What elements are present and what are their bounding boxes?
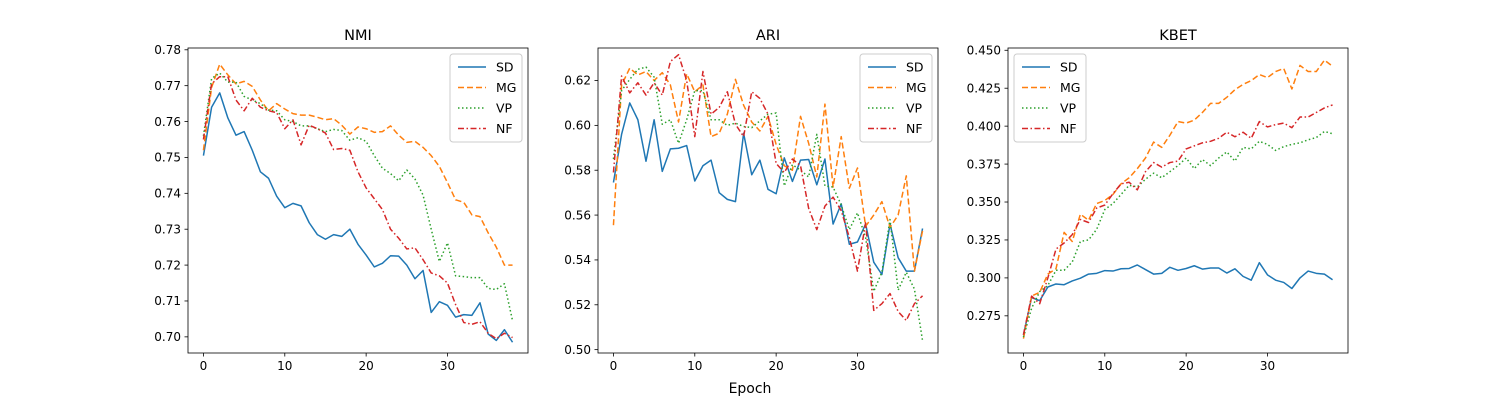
nmi-y-tick-label: 0.77 xyxy=(154,79,181,93)
ari-y-tick-label: 0.50 xyxy=(564,343,591,357)
ari-y-tick-label: 0.58 xyxy=(564,163,591,177)
nmi-series-mg-line xyxy=(202,63,513,266)
ari-chart-title: ARI xyxy=(756,28,780,44)
nmi-legend-label-vp: VP xyxy=(496,101,513,116)
kbet-y-tick-label: 0.275 xyxy=(967,309,1001,323)
kbet-legend-label-vp: VP xyxy=(1060,101,1077,116)
kbet-y-tick-label: 0.450 xyxy=(967,43,1001,57)
ari-series-nf-line xyxy=(612,53,924,322)
ari-legend-box xyxy=(859,53,933,143)
ari-series-sd-line xyxy=(612,102,924,276)
ari-legend: SD MG VP NF xyxy=(859,53,933,143)
ari-x-tick-label: 30 xyxy=(850,359,865,373)
ari-x-tick-label: 20 xyxy=(768,359,783,373)
nmi-y-tick-label: 0.72 xyxy=(154,258,181,272)
kbet-legend-label-nf: NF xyxy=(1060,121,1077,136)
nmi-x-tick-label: 20 xyxy=(358,359,373,373)
kbet-series-mg-line xyxy=(1022,59,1333,339)
nmi-series-nf-line xyxy=(202,75,513,340)
ari-x-tick-label: 10 xyxy=(687,359,702,373)
kbet-y-tick-label: 0.350 xyxy=(967,195,1001,209)
ari-legend-label-mg: MG xyxy=(906,80,926,95)
ari-y-tick-label: 0.60 xyxy=(564,119,591,133)
ari-chart-panel: ARI 0 10 20 30 0.50 0.52 0.54 0.56 0.58 0.60 0.62 SD… xyxy=(564,28,939,373)
ari-legend-label-nf: NF xyxy=(906,121,923,136)
ari-y-tick-label: 0.54 xyxy=(564,253,591,267)
ari-legend-label-sd: SD xyxy=(906,60,924,75)
ari-y-tick-label: 0.56 xyxy=(564,208,591,222)
nmi-x-tick-label: 10 xyxy=(277,359,292,373)
kbet-legend-label-sd: SD xyxy=(1060,60,1078,75)
kbet-y-tick-label: 0.400 xyxy=(967,119,1001,133)
nmi-y-tick-label: 0.74 xyxy=(154,187,181,201)
kbet-chart-panel: KBET 0 10 20 30 0.275 0.300 0.325 0.350 0.375 0.40… xyxy=(967,28,1349,373)
ari-y-tick-label: 0.52 xyxy=(564,298,591,312)
nmi-y-tick-label: 0.73 xyxy=(154,222,181,236)
kbet-y-tick-label: 0.425 xyxy=(967,81,1001,95)
kbet-axes-frame xyxy=(1007,47,1349,354)
kbet-series-nf-line xyxy=(1022,104,1333,335)
kbet-x-tick-label: 30 xyxy=(1260,359,1275,373)
kbet-legend-box xyxy=(1013,53,1087,143)
kbet-y-tick-label: 0.300 xyxy=(967,271,1001,285)
kbet-x-tick-label: 20 xyxy=(1178,359,1193,373)
nmi-y-tick-label: 0.70 xyxy=(154,330,181,344)
kbet-series-vp-line xyxy=(1022,130,1333,338)
nmi-y-tick-label: 0.75 xyxy=(154,151,181,165)
nmi-chart-panel: NMI 0 10 20 30 0.70 0.71 0.72 0.73 0.74 0.75 0.76 0.… xyxy=(154,28,529,373)
nmi-legend-label-mg: MG xyxy=(496,80,516,95)
nmi-y-tick-label: 0.78 xyxy=(154,43,181,57)
kbet-x-tick-label: 0 xyxy=(1020,359,1028,373)
shared-x-axis-label: Epoch xyxy=(729,381,772,397)
ari-x-tick-label: 0 xyxy=(610,359,618,373)
nmi-axes-frame xyxy=(187,47,529,354)
kbet-legend-label-mg: MG xyxy=(1060,80,1080,95)
nmi-x-tick-label: 30 xyxy=(440,359,455,373)
nmi-legend-label-nf: NF xyxy=(496,121,513,136)
kbet-legend: SD MG VP NF xyxy=(1013,53,1087,143)
nmi-y-tick-label: 0.71 xyxy=(154,294,181,308)
kbet-chart-title: KBET xyxy=(1159,28,1197,44)
nmi-legend-box xyxy=(449,53,523,143)
ari-axes-frame xyxy=(597,47,939,354)
kbet-x-tick-label: 10 xyxy=(1097,359,1112,373)
nmi-y-tick-label: 0.76 xyxy=(154,115,181,129)
ari-legend-label-vp: VP xyxy=(906,101,923,116)
kbet-series-sd-line xyxy=(1022,261,1333,335)
kbet-y-tick-label: 0.325 xyxy=(967,233,1001,247)
ari-y-tick-label: 0.62 xyxy=(564,74,591,88)
nmi-series-vp-line xyxy=(202,72,514,321)
nmi-legend: SD MG VP NF xyxy=(449,53,523,143)
nmi-chart-title: NMI xyxy=(344,28,372,44)
nmi-x-tick-label: 0 xyxy=(200,359,208,373)
kbet-y-tick-label: 0.375 xyxy=(967,157,1001,171)
nmi-legend-label-sd: SD xyxy=(496,60,514,75)
